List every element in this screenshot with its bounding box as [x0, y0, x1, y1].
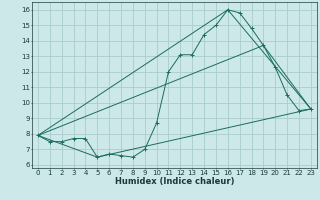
X-axis label: Humidex (Indice chaleur): Humidex (Indice chaleur)	[115, 177, 234, 186]
